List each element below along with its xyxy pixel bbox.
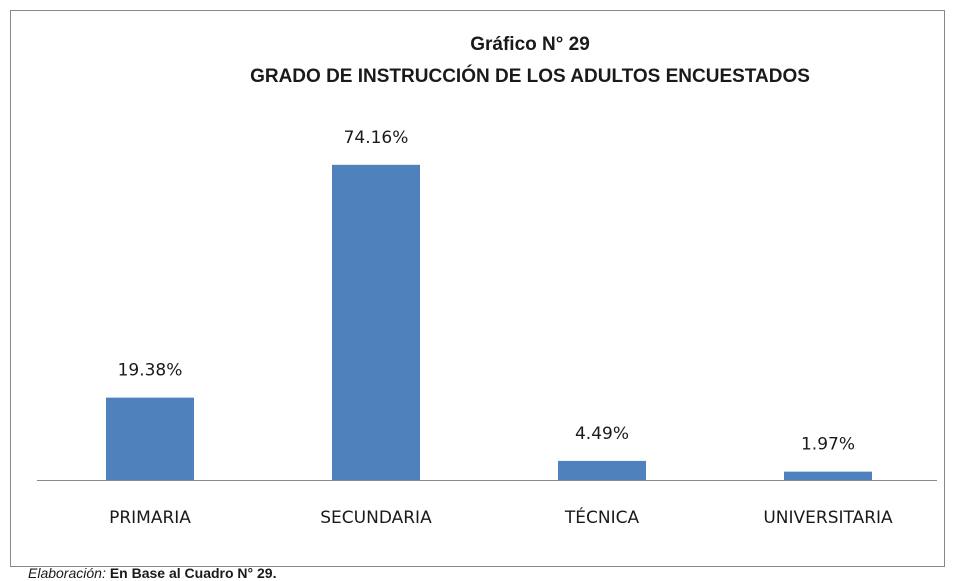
chart-subtitle: GRADO DE INSTRUCCIÓN DE LOS ADULTOS ENCU… (250, 65, 810, 87)
bar (106, 397, 194, 480)
bar (558, 460, 646, 480)
data-label: 1.97% (801, 435, 855, 455)
data-label: 74.16% (344, 128, 409, 148)
x-tick-label: PRIMARIA (109, 508, 191, 528)
source-label: Elaboración: (28, 565, 106, 581)
bar (784, 471, 872, 480)
chart-frame (10, 10, 945, 567)
bar (332, 164, 420, 480)
x-tick-label: UNIVERSITARIA (763, 508, 893, 528)
source: Elaboración: En Base al Cuadro N° 29. (28, 565, 276, 581)
data-label: 4.49% (575, 424, 629, 444)
data-label: 19.38% (118, 361, 183, 381)
x-tick-label: TÉCNICA (564, 506, 640, 528)
chart-title: Gráfico N° 29 (470, 34, 590, 55)
x-tick-label: SECUNDARIA (320, 508, 432, 528)
source-text: En Base al Cuadro N° 29. (110, 565, 277, 581)
